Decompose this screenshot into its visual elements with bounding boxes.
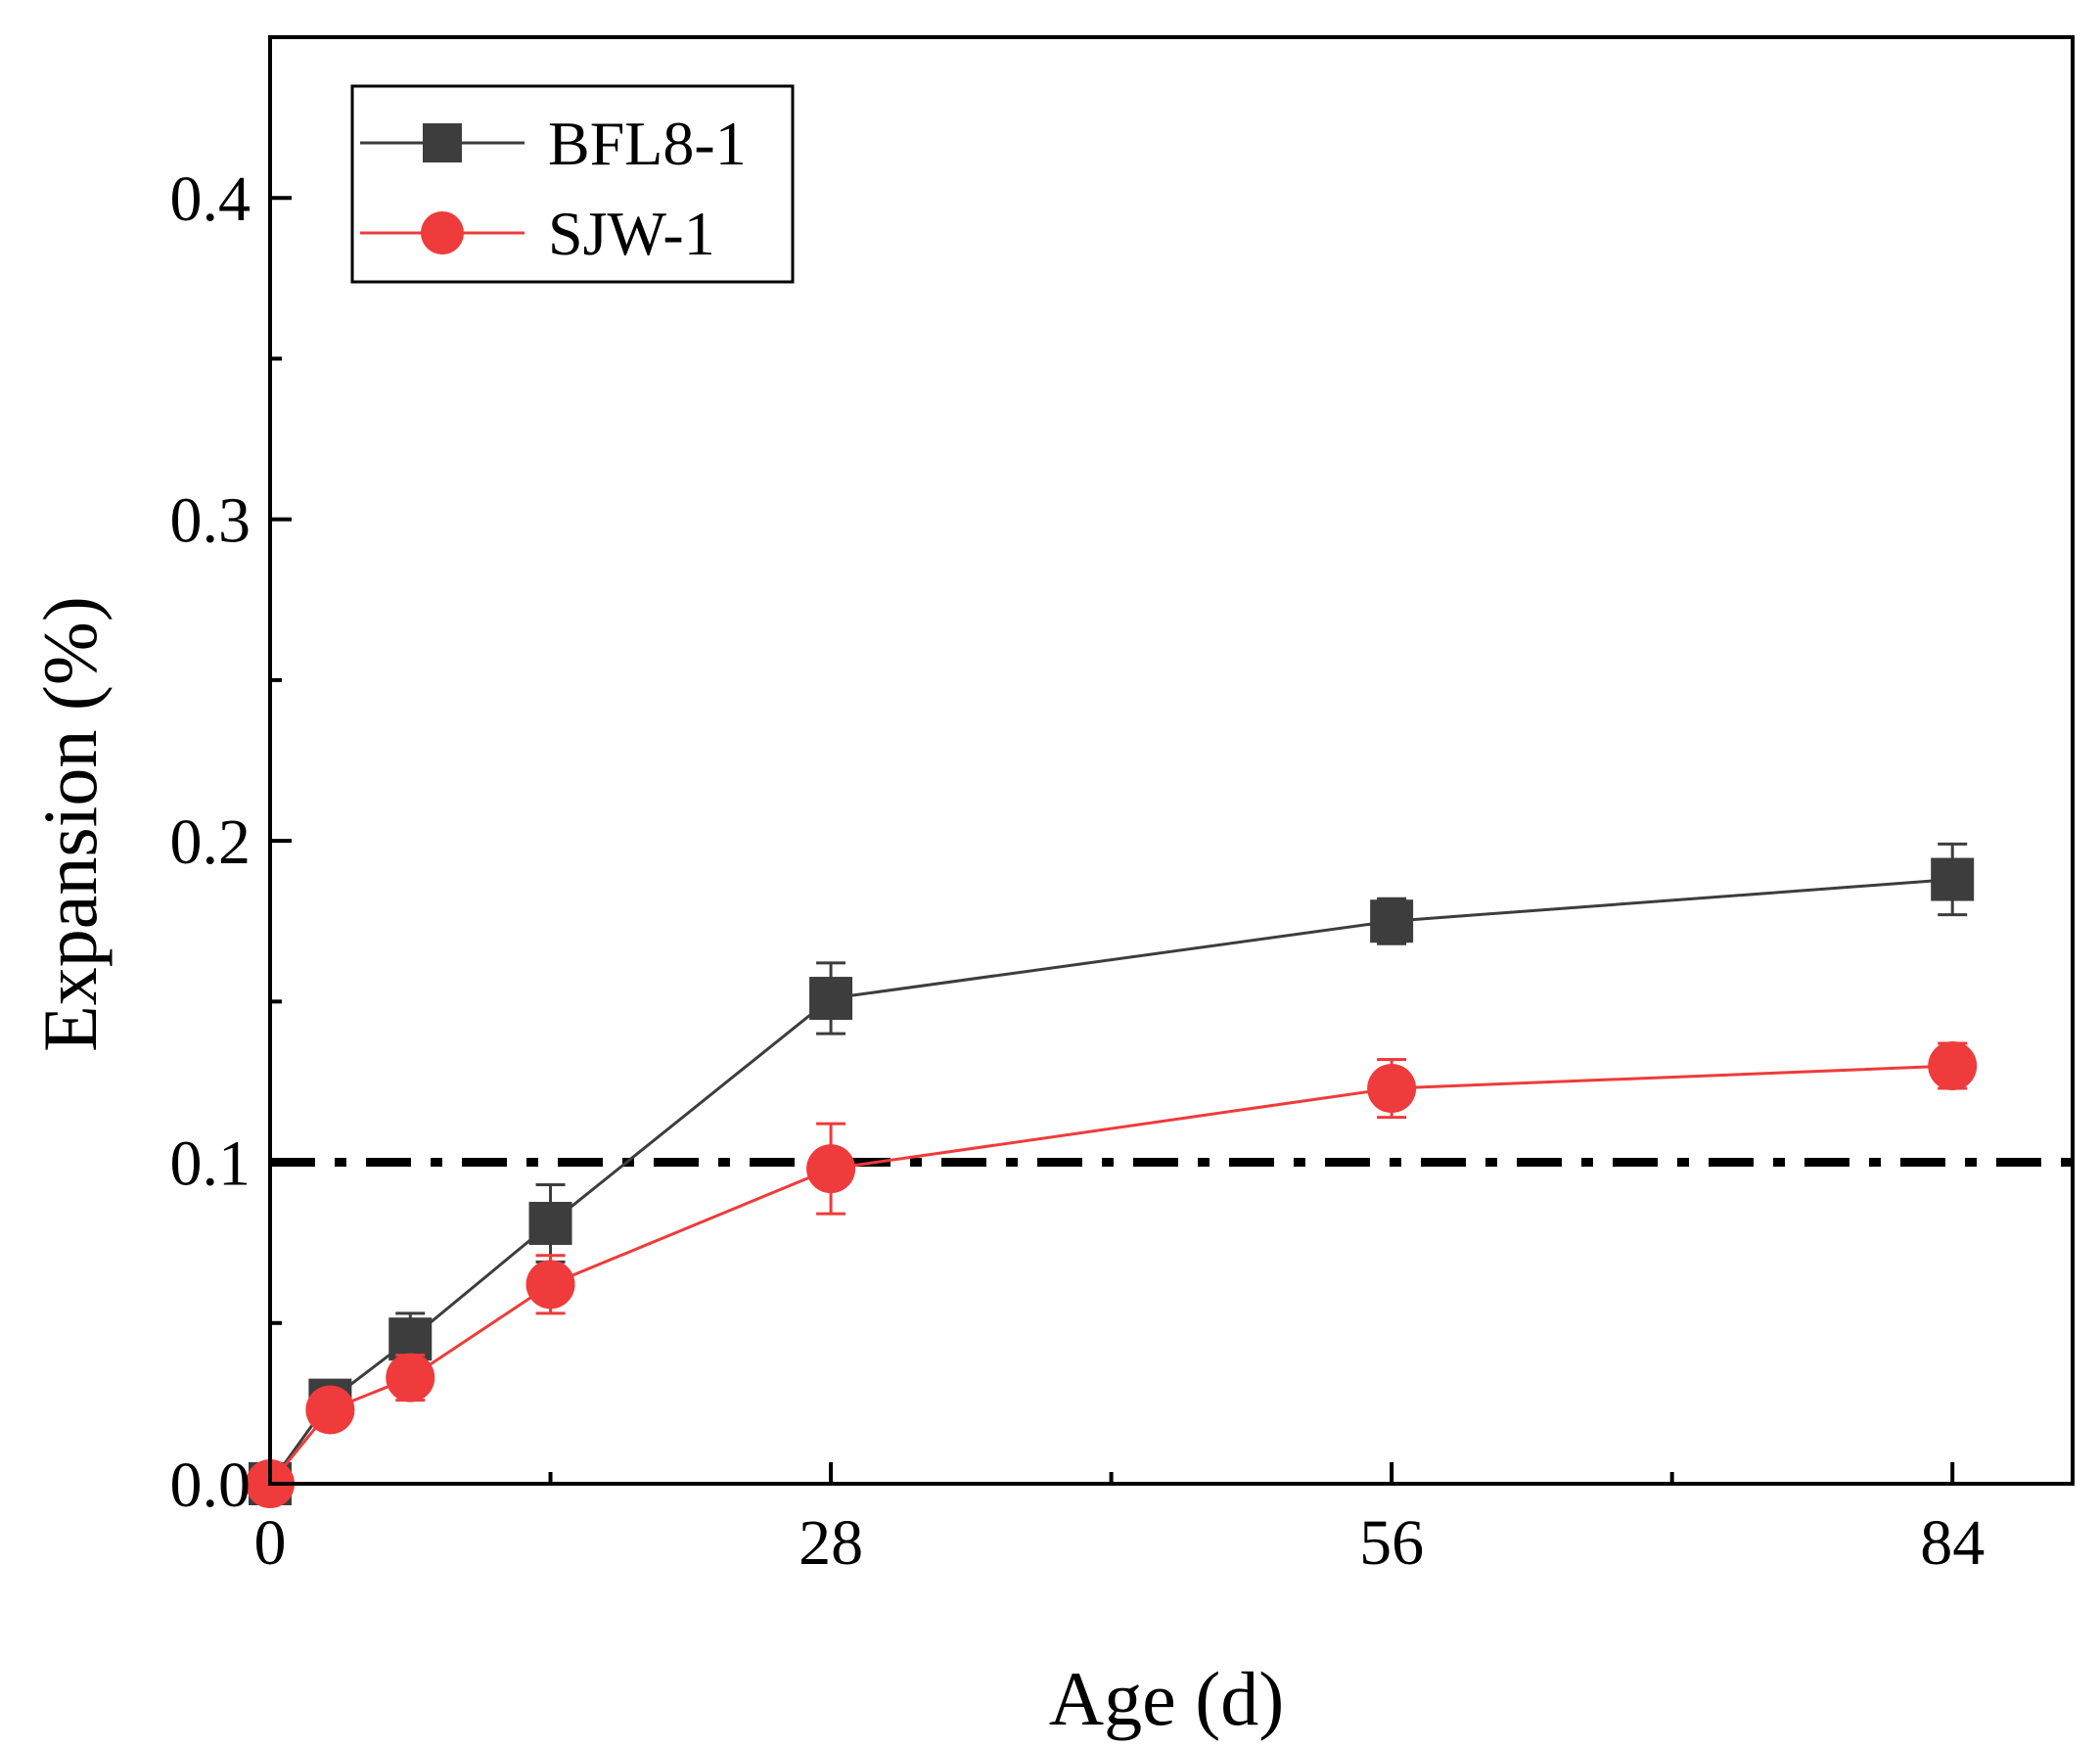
legend-box xyxy=(350,84,795,284)
plot-frame xyxy=(268,35,2075,1486)
series-line-sjw-1 xyxy=(268,1064,1953,1485)
legend-entry-sjw-1: SJW-1 xyxy=(360,199,715,268)
plot-layer xyxy=(246,842,2073,1508)
legend: BFL8-1 SJW-1 xyxy=(350,84,795,284)
legend-label-sjw-1: SJW-1 xyxy=(548,199,715,268)
data-point-sjw-1-28 xyxy=(806,1144,856,1194)
y-tick-label-0.4: 0.4 xyxy=(170,163,251,235)
data-point-bfl8-1-84 xyxy=(1931,857,1975,901)
legend-entry-bfl8-1: BFL8-1 xyxy=(360,109,747,178)
y-tick-label-0.3: 0.3 xyxy=(170,485,251,557)
data-point-sjw-1-7 xyxy=(386,1353,435,1403)
data-point-sjw-1-56 xyxy=(1367,1064,1417,1114)
frame-layer: 0 28 56 84 0.0 0.1 0.2 0.3 0.4 xyxy=(170,35,2075,1579)
y-axis-title: Expansion (%) xyxy=(27,596,113,1052)
data-point-bfl8-1-28 xyxy=(809,977,853,1021)
legend-marker-sjw-1 xyxy=(421,211,464,254)
series-line-bfl8-1 xyxy=(268,878,1953,1485)
y-tick-label-0.2: 0.2 xyxy=(170,806,251,878)
data-point-sjw-1-14 xyxy=(525,1260,575,1310)
data-point-sjw-1-84 xyxy=(1928,1041,1978,1091)
x-tick-label-0: 0 xyxy=(254,1507,287,1579)
legend-label-bfl8-1: BFL8-1 xyxy=(548,109,747,178)
x-tick-label-84: 84 xyxy=(1920,1507,1985,1579)
data-point-bfl8-1-56 xyxy=(1370,899,1414,943)
y-tick-label-0: 0.0 xyxy=(170,1449,251,1521)
data-point-bfl8-1-14 xyxy=(528,1201,572,1245)
y-tick-label-0.1: 0.1 xyxy=(170,1128,251,1200)
x-axis-title: Age (d) xyxy=(1049,1656,1284,1741)
legend-marker-bfl8-1 xyxy=(423,123,462,162)
data-point-sjw-1-3 xyxy=(305,1385,355,1435)
x-tick-label-56: 56 xyxy=(1359,1507,1424,1579)
x-tick-label-28: 28 xyxy=(799,1507,863,1579)
legend-entries: BFL8-1 SJW-1 xyxy=(360,109,747,268)
